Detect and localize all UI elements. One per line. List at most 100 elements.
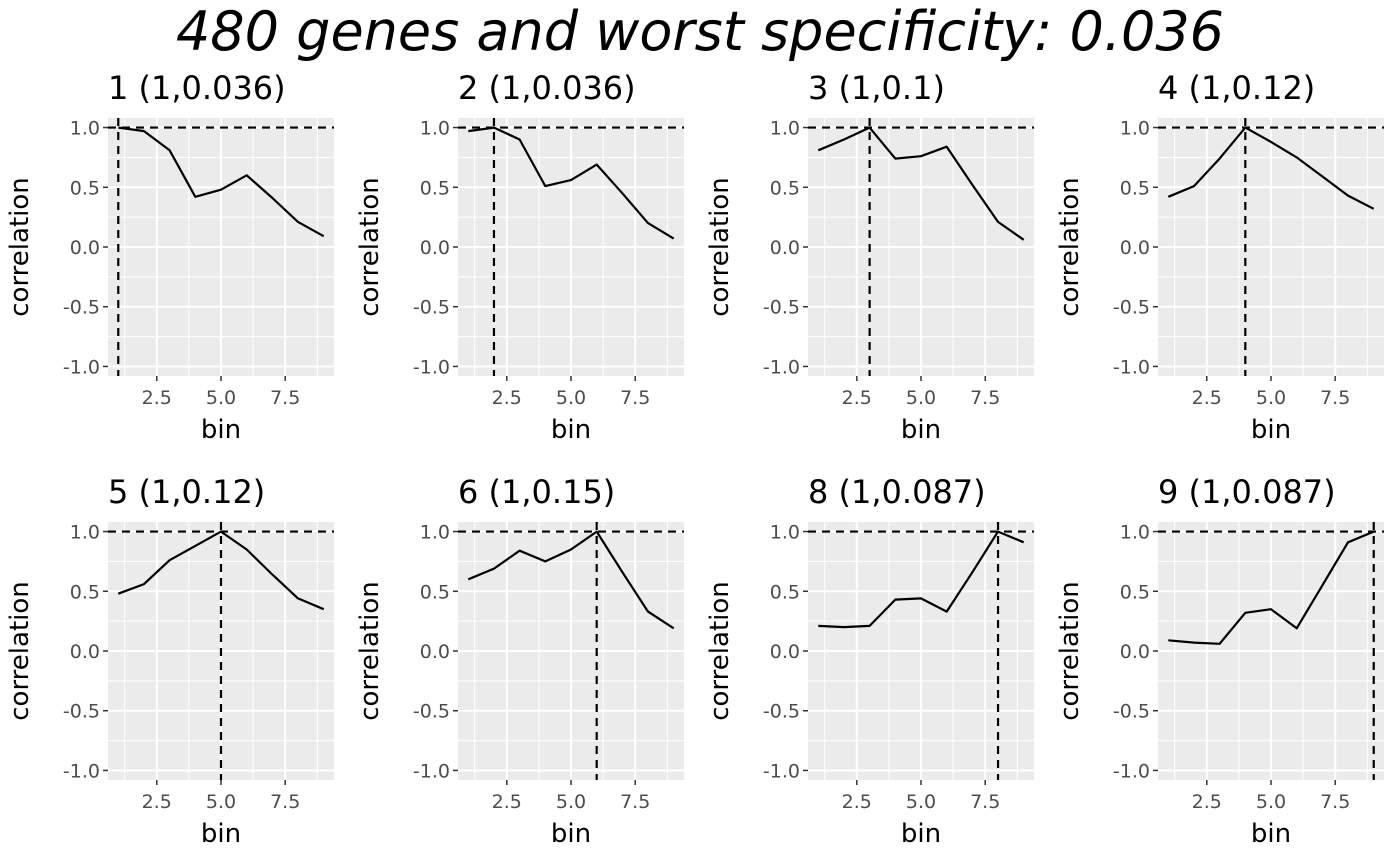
y-tick-label: 1.0 (1120, 118, 1150, 140)
x-axis-title: bin (551, 415, 591, 445)
panel-title: 5 (1,0.12) (108, 473, 265, 511)
y-tick-label: -1.0 (1113, 760, 1150, 782)
y-tick-label: -1.0 (763, 760, 800, 782)
x-axis-title: bin (201, 415, 241, 445)
facet-panel: -1.0 -0.5 0.0 0.5 1.0 2.5 5.0 7.5 bin correlation… (355, 473, 684, 849)
x-axis-title: bin (1251, 415, 1291, 445)
y-tick-label: -1.0 (1113, 356, 1150, 378)
facet-panel: -1.0 -0.5 0.0 0.5 1.0 2.5 5.0 7.5 bin correlation… (705, 473, 1034, 849)
y-axis-title: correlation (705, 581, 735, 721)
y-tick-label: 0.5 (1120, 581, 1150, 603)
panel-title: 9 (1,0.087) (1158, 473, 1336, 511)
y-tick-label: 1.0 (70, 118, 100, 140)
series-line (817, 126, 1025, 241)
y-tick-label: 0.5 (70, 581, 100, 603)
y-tick-label: 1.0 (70, 522, 100, 544)
y-tick-label: 0.0 (420, 641, 450, 663)
x-tick-label: 2.5 (842, 387, 872, 409)
y-tick-label: 1.0 (770, 118, 800, 140)
series-line (467, 530, 675, 630)
series-line (818, 530, 1025, 629)
y-axis-title: correlation (1055, 177, 1085, 317)
x-tick-label: 5.0 (556, 387, 586, 409)
x-tick-label: 2.5 (1192, 387, 1222, 409)
panel-title: 6 (1,0.15) (458, 473, 615, 511)
series-line (1167, 126, 1375, 210)
y-axis-title: correlation (355, 581, 385, 721)
y-axis-title: correlation (705, 177, 735, 317)
x-tick-label: 5.0 (906, 791, 936, 813)
x-tick-label: 2.5 (142, 791, 172, 813)
series-line (1168, 530, 1375, 645)
x-axis-title: bin (1251, 819, 1291, 849)
y-tick-label: 1.0 (420, 118, 450, 140)
x-tick-label: 5.0 (1256, 791, 1286, 813)
y-tick-label: 0.0 (1120, 641, 1150, 663)
y-tick-label: -1.0 (763, 356, 800, 378)
y-tick-label: -0.5 (413, 701, 450, 723)
panel-title: 2 (1,0.036) (458, 69, 636, 107)
y-tick-label: -1.0 (413, 356, 450, 378)
panel-title: 8 (1,0.087) (808, 473, 986, 511)
x-axis-title: bin (901, 415, 941, 445)
series-line (117, 530, 325, 611)
y-tick-label: -0.5 (1113, 297, 1150, 319)
x-axis-title: bin (201, 819, 241, 849)
x-tick-label: 2.5 (142, 387, 172, 409)
facet-panel: -1.0 -0.5 0.0 0.5 1.0 2.5 5.0 7.5 bin correlation… (5, 69, 334, 445)
y-tick-label: 0.5 (1120, 177, 1150, 199)
y-tick-label: 0.5 (770, 581, 800, 603)
y-tick-label: 0.0 (70, 237, 100, 259)
y-tick-label: 0.5 (770, 177, 800, 199)
y-tick-label: 1.0 (420, 522, 450, 544)
series-line (468, 126, 675, 240)
x-tick-label: 7.5 (970, 791, 1000, 813)
facet-panel: -1.0 -0.5 0.0 0.5 1.0 2.5 5.0 7.5 bin correlation… (705, 69, 1034, 445)
series-line (118, 126, 325, 238)
x-tick-label: 5.0 (1256, 387, 1286, 409)
y-axis-title: correlation (5, 581, 35, 721)
x-tick-label: 2.5 (492, 791, 522, 813)
y-tick-label: 0.0 (1120, 237, 1150, 259)
y-tick-label: 0.0 (770, 641, 800, 663)
x-tick-label: 7.5 (620, 387, 650, 409)
figure-title: 480 genes and worst specificity: 0.036 (175, 0, 1225, 63)
panel-title: 3 (1,0.1) (808, 69, 945, 107)
x-tick-label: 2.5 (842, 791, 872, 813)
x-tick-label: 5.0 (206, 387, 236, 409)
facet-panel: -1.0 -0.5 0.0 0.5 1.0 2.5 5.0 7.5 bin correlation… (5, 473, 334, 849)
y-tick-label: -1.0 (63, 760, 100, 782)
x-tick-label: 5.0 (206, 791, 236, 813)
y-tick-label: -0.5 (763, 297, 800, 319)
facet-panel: -1.0 -0.5 0.0 0.5 1.0 2.5 5.0 7.5 bin correlation… (1055, 69, 1384, 445)
y-axis-title: correlation (5, 177, 35, 317)
x-axis-title: bin (901, 819, 941, 849)
x-tick-label: 7.5 (970, 387, 1000, 409)
facet-panel: -1.0 -0.5 0.0 0.5 1.0 2.5 5.0 7.5 bin correlation… (1055, 473, 1384, 849)
y-tick-label: -0.5 (63, 297, 100, 319)
y-tick-label: -1.0 (413, 760, 450, 782)
x-tick-label: 7.5 (270, 791, 300, 813)
x-tick-label: 5.0 (556, 791, 586, 813)
x-tick-label: 2.5 (492, 387, 522, 409)
x-tick-label: 7.5 (270, 387, 300, 409)
y-tick-label: 1.0 (770, 522, 800, 544)
panel-title: 1 (1,0.036) (108, 69, 286, 107)
y-tick-label: -0.5 (413, 297, 450, 319)
x-tick-label: 5.0 (906, 387, 936, 409)
y-tick-label: 0.5 (420, 581, 450, 603)
facet-panel: -1.0 -0.5 0.0 0.5 1.0 2.5 5.0 7.5 bin correlation… (355, 69, 684, 445)
x-axis-title: bin (551, 819, 591, 849)
y-tick-label: 1.0 (1120, 522, 1150, 544)
y-tick-label: 0.0 (70, 641, 100, 663)
y-tick-label: -1.0 (63, 356, 100, 378)
y-axis-title: correlation (1055, 581, 1085, 721)
y-axis-title: correlation (355, 177, 385, 317)
x-tick-label: 2.5 (1192, 791, 1222, 813)
panel-title: 4 (1,0.12) (1158, 69, 1315, 107)
y-tick-label: -0.5 (63, 701, 100, 723)
y-tick-label: -0.5 (763, 701, 800, 723)
y-tick-label: 0.5 (420, 177, 450, 199)
y-tick-label: 0.5 (70, 177, 100, 199)
